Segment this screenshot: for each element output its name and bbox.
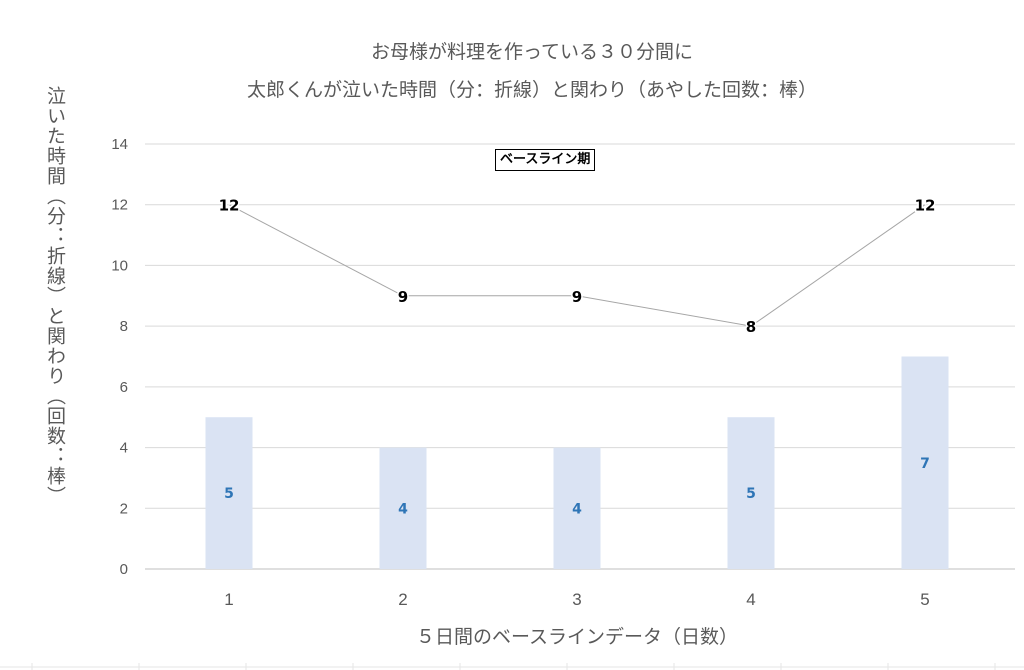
bar-day-2 xyxy=(379,447,427,569)
bar-day-5 xyxy=(901,356,949,569)
bar-data-label: 5 xyxy=(224,486,234,502)
line-data-label: 8 xyxy=(746,318,756,336)
chart-title-line-2: 太郎くんが泣いた時間（分：折線）と関わり（あやした回数：棒） xyxy=(246,79,817,101)
line-series: 12 9 9 8 12 xyxy=(217,195,937,337)
y-tick-label: 10 xyxy=(111,257,128,274)
chart-title-line-1: お母様が料理を作っている３０分間に xyxy=(370,41,694,63)
y-axis-ticks: 0 2 4 6 8 10 12 14 xyxy=(111,136,128,578)
x-tick-label: 1 xyxy=(224,590,233,609)
line-data-label: 12 xyxy=(219,197,240,215)
bar-data-label: 7 xyxy=(920,456,930,472)
y-axis-label: 泣いた時間（分：折線）と関わり（回数：棒） xyxy=(44,86,66,506)
x-tick-label: 5 xyxy=(920,590,929,609)
bar-data-label: 4 xyxy=(572,501,582,517)
line-data-label: 9 xyxy=(572,288,582,306)
x-tick-label: 2 xyxy=(398,590,407,609)
bar-day-1 xyxy=(205,417,253,569)
bar-data-label: 5 xyxy=(746,486,756,502)
line-data-label: 9 xyxy=(398,288,408,306)
line-crying-minutes xyxy=(228,204,926,327)
y-tick-label: 8 xyxy=(120,318,128,335)
bar-data-label: 4 xyxy=(398,501,408,517)
bar-day-4 xyxy=(727,417,775,569)
y-tick-label: 12 xyxy=(111,197,128,214)
x-tick-label: 3 xyxy=(572,590,581,609)
bottom-gridline-strip xyxy=(0,663,1024,670)
y-tick-label: 4 xyxy=(120,440,128,457)
y-tick-label: 0 xyxy=(120,561,128,578)
x-tick-label: 4 xyxy=(746,590,755,609)
line-data-label: 12 xyxy=(915,197,936,215)
y-tick-label: 2 xyxy=(120,500,128,517)
phase-label-box: ベースライン期 xyxy=(495,149,596,171)
y-tick-label: 14 xyxy=(111,136,128,153)
bar-day-3 xyxy=(553,447,601,569)
x-axis-label: ５日間のベースラインデータ（日数） xyxy=(415,626,739,648)
y-tick-label: 6 xyxy=(120,379,128,396)
bar-series: 5 4 4 5 7 xyxy=(205,356,949,569)
x-axis-ticks: 1 2 3 4 5 xyxy=(224,590,929,609)
